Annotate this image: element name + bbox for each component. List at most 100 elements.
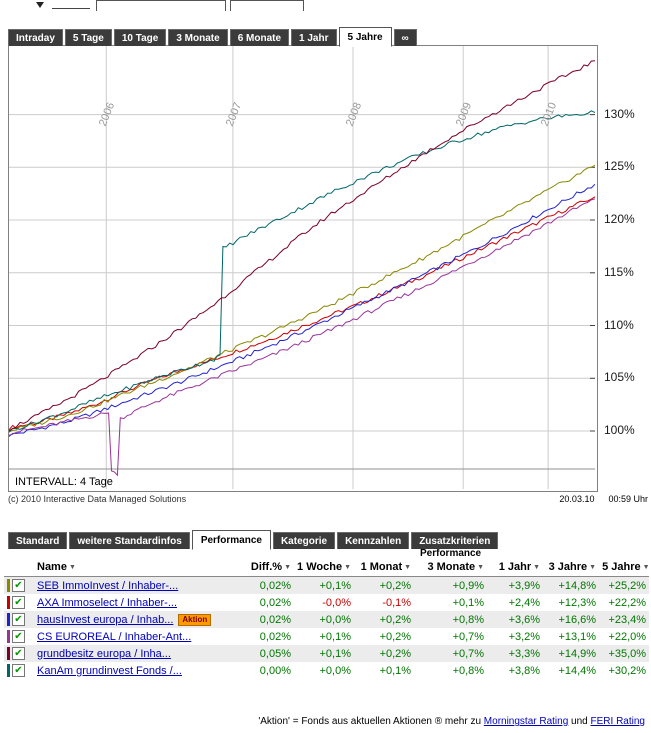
fund-row: ✔ grundbesitz europa / Inha... 0,05% +0,1% +…: [4, 645, 650, 662]
fund-checkbox[interactable]: ✔: [12, 664, 25, 677]
sort-arrow-icon: ▼: [344, 564, 351, 571]
column-header-1-monat[interactable]: 1 Monat ▼: [354, 559, 415, 577]
performance-chart: 2006 2007 2008 2009 2010 INTERVALL: 4 Tage: [8, 45, 598, 492]
chart-tab-3-monate[interactable]: 3 Monate: [168, 29, 228, 46]
performance-value: +14,9%: [558, 647, 597, 660]
detail-tab-performance[interactable]: Performance: [191, 530, 271, 550]
table-header-row: Name ▼ Diff.% ▼ 1 Woche ▼ 1 Monat ▼ 3 Monate ▼ 1 J…: [4, 559, 650, 577]
dropdown-arrow-icon: [36, 2, 44, 8]
column-header-3-monate[interactable]: 3 Monate ▼: [414, 559, 488, 577]
performance-value: -0,0%: [322, 596, 351, 609]
chart-tab-1-jahr[interactable]: 1 Jahr: [291, 29, 337, 46]
chart-footer: (c) 2010 Interactive Data Managed Soluti…: [8, 494, 648, 504]
chart-tab-6-monate[interactable]: 6 Monate: [229, 29, 290, 46]
y-axis-label: 110%: [604, 317, 634, 332]
detail-tab-zusatzkriterien[interactable]: Zusatzkriterien: [411, 532, 499, 549]
column-header-3-jahre[interactable]: 3 Jahre ▼: [543, 559, 600, 577]
performance-value: +3,2%: [508, 630, 541, 643]
detail-tab-kennzahlen[interactable]: Kennzahlen: [337, 532, 410, 549]
column-header-1-woche[interactable]: 1 Woche ▼: [294, 559, 354, 577]
fund-name-link[interactable]: AXA Immoselect / Inhaber-...: [37, 596, 178, 609]
detail-tab-kategorie[interactable]: Kategorie: [272, 532, 336, 549]
chart-tab-10-tage[interactable]: 10 Tage: [113, 29, 167, 46]
feri-rating-link[interactable]: FERI Rating: [590, 716, 645, 727]
fund-name-link[interactable]: CS EUROREAL / Inhaber-Ant...: [37, 630, 192, 643]
aktion-badge: Aktion: [178, 613, 212, 626]
performance-value: +14,4%: [558, 664, 597, 677]
morningstar-rating-link[interactable]: Morningstar Rating: [483, 716, 569, 727]
fund-name-link[interactable]: SEB ImmoInvest / Inhaber-...: [37, 579, 179, 592]
performance-value: +0,1%: [319, 579, 352, 592]
chart-tab-5-jahre[interactable]: 5 Jahre: [338, 27, 392, 47]
chart-tab-intraday[interactable]: Intraday: [8, 29, 63, 46]
fund-checkbox[interactable]: ✔: [12, 613, 25, 626]
fund-row: ✔ CS EUROREAL / Inhaber-Ant... 0,02% +0,1% +…: [4, 628, 650, 645]
performance-value: 0,05%: [259, 647, 291, 660]
performance-value: +30,2%: [608, 664, 647, 677]
performance-value: +13,1%: [558, 630, 597, 643]
y-axis: 100% 105% 110% 115% 120% 125% 130%: [600, 45, 648, 490]
footer-note: 'Aktion' = Fonds aus aktuellen Aktionen …: [0, 716, 645, 727]
performance-value: 0,02%: [259, 579, 291, 592]
sort-arrow-icon: ▼: [68, 564, 76, 571]
table-group-header-row: Performance: [4, 547, 649, 559]
chart-svg: [8, 46, 596, 489]
performance-value: +0,1%: [452, 596, 485, 609]
fund-checkbox[interactable]: ✔: [12, 596, 25, 609]
performance-value: +0,0%: [319, 664, 352, 677]
series-color-bar: [7, 647, 10, 660]
performance-value: -0,1%: [382, 596, 412, 609]
performance-value: +0,7%: [452, 630, 485, 643]
fund-checkbox[interactable]: ✔: [12, 647, 25, 660]
performance-value: +0,8%: [452, 664, 485, 677]
performance-value: +23,4%: [608, 613, 647, 626]
fund-name-link[interactable]: hausInvest europa / Inhab...: [37, 613, 174, 626]
detail-tab-standard[interactable]: Standard: [8, 532, 68, 549]
footer-and: und: [568, 716, 591, 727]
y-axis-label: 130%: [604, 106, 635, 121]
performance-value: +25,2%: [608, 579, 647, 592]
column-header-diff[interactable]: Diff.% ▼: [236, 559, 294, 577]
performance-value: +0,8%: [452, 613, 485, 626]
performance-value: 0,02%: [259, 613, 291, 626]
performance-value: +0,0%: [319, 613, 352, 626]
sort-arrow-icon: ▼: [477, 564, 485, 571]
performance-value: +0,9%: [452, 579, 485, 592]
series-color-bar: [7, 596, 10, 609]
chart-timestamp: 20.03.10 00:59 Uhr: [545, 494, 648, 504]
fund-name-link[interactable]: grundbesitz europa / Inha...: [37, 647, 171, 660]
performance-value: +3,9%: [508, 579, 541, 592]
y-axis-label: 115%: [604, 264, 634, 279]
y-axis-label: 125%: [604, 159, 635, 174]
performance-value: 0,00%: [259, 664, 291, 677]
column-header-1-jahr[interactable]: 1 Jahr ▼: [487, 559, 544, 577]
sort-arrow-icon: ▼: [284, 564, 291, 571]
performance-value: +2,4%: [508, 596, 541, 609]
sort-arrow-icon: ▼: [589, 564, 597, 571]
performance-value: +22,0%: [608, 630, 647, 643]
performance-value: +3,8%: [508, 664, 541, 677]
fund-name-link[interactable]: KanAm grundinvest Fonds /...: [37, 664, 182, 677]
detail-tab-weitere-standardinfos[interactable]: weitere Standardinfos: [69, 532, 190, 549]
timerange-tabs: Intraday 5 Tage 10 Tage 3 Monate 6 Monate 1 J…: [8, 27, 419, 47]
funds-table: Performance Name ▼ Diff.% ▼ 1 Woche ▼ 1 Monat ▼ 3…: [4, 547, 650, 679]
series-color-bar: [7, 613, 10, 626]
performance-group-header: Performance: [419, 548, 482, 559]
column-header-5-jahre[interactable]: 5 Jahre ▼: [599, 559, 650, 577]
performance-value: 0,02%: [259, 596, 291, 609]
performance-value: 0,02%: [259, 630, 291, 643]
fund-row: ✔ KanAm grundinvest Fonds /... 0,00% +0,0% +…: [4, 662, 650, 679]
chart-copyright: (c) 2010 Interactive Data Managed Soluti…: [8, 494, 187, 504]
cropped-link-underline: [52, 8, 90, 9]
interval-label: INTERVALL: 4 Tage: [15, 476, 113, 488]
chart-tab-max[interactable]: ∞: [393, 29, 417, 46]
cropped-input-box: [96, 0, 226, 11]
y-axis-label: 100%: [604, 422, 635, 437]
select-column-header: [4, 559, 34, 577]
fund-checkbox[interactable]: ✔: [12, 630, 25, 643]
column-header-name[interactable]: Name ▼: [34, 559, 236, 577]
fund-checkbox[interactable]: ✔: [12, 579, 25, 592]
chart-tab-5-tage[interactable]: 5 Tage: [64, 29, 112, 46]
performance-value: +0,1%: [319, 647, 352, 660]
fund-row: ✔ AXA Immoselect / Inhaber-... 0,02% -0,0% -…: [4, 594, 650, 611]
